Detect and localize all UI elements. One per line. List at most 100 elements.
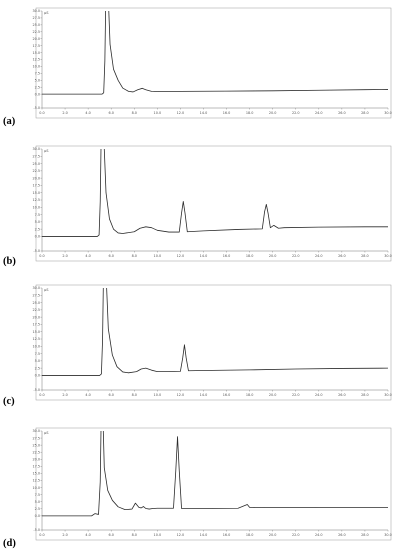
y-tick-label: 25.0 <box>32 162 40 166</box>
x-tick-label: 2.0 <box>62 111 67 115</box>
x-tick-label: 0.0 <box>39 533 44 537</box>
y-tick-label: 5.0 <box>35 359 40 363</box>
x-tick-label: 12.0 <box>177 111 185 115</box>
x-tick-label: 22.0 <box>292 393 300 397</box>
plot-frame <box>35 427 392 541</box>
x-tick-label: 22.0 <box>292 111 300 115</box>
panel-label: (d) <box>3 538 16 549</box>
x-tick-label: 16.0 <box>223 254 231 258</box>
x-tick-label: 20.0 <box>269 254 277 258</box>
chart-panel: µS-5.00.02.55.07.510.012.515.017.520.022… <box>3 145 392 267</box>
x-tick-label: 28.0 <box>361 111 369 115</box>
y-tick-label: 15.0 <box>32 472 40 476</box>
x-tick-label: 2.0 <box>62 254 67 258</box>
x-tick-label: 12.0 <box>177 533 185 537</box>
x-tick-label: 10.0 <box>154 533 162 537</box>
y-tick-label: 10.0 <box>32 65 40 69</box>
x-tick-label: 14.0 <box>200 533 208 537</box>
x-tick-label: 0.0 <box>39 111 44 115</box>
y-tick-label: 15.0 <box>32 191 40 195</box>
x-tick-label: 4.0 <box>85 393 90 397</box>
x-tick-label: 30.0 <box>384 393 392 397</box>
x-tick-label: 12.0 <box>177 254 185 258</box>
y-tick-label: 20.0 <box>32 37 40 41</box>
y-tick-label: 0.0 <box>35 374 40 378</box>
y-tick-label: 2.5 <box>35 366 40 370</box>
x-tick-label: 4.0 <box>85 111 90 115</box>
y-tick-label: 0.0 <box>35 92 40 96</box>
y-tick-label: 15.0 <box>32 330 40 334</box>
y-tick-label: 7.5 <box>35 213 40 217</box>
x-tick-label: 6.0 <box>108 111 113 115</box>
y-tick-label: 17.5 <box>32 44 40 48</box>
y-tick-label: 27.5 <box>32 436 40 440</box>
x-tick-label: 26.0 <box>338 393 346 397</box>
y-unit-label: µS <box>44 149 49 153</box>
y-tick-label: 5.0 <box>35 220 40 224</box>
y-unit-label: µS <box>44 11 49 15</box>
y-tick-label: 7.5 <box>35 72 40 76</box>
chart-panel: µS-5.00.02.55.07.510.012.515.017.520.022… <box>3 284 392 407</box>
y-tick-label: 22.5 <box>32 30 40 34</box>
y-tick-label: 10.0 <box>32 486 40 490</box>
x-tick-label: 10.0 <box>154 254 162 258</box>
y-tick-label: 7.5 <box>35 493 40 497</box>
panel-label: (b) <box>3 256 16 267</box>
x-tick-label: 28.0 <box>361 254 369 258</box>
y-tick-label: 7.5 <box>35 352 40 356</box>
chromatogram-trace <box>42 149 388 237</box>
x-tick-label: 22.0 <box>292 254 300 258</box>
x-tick-label: 20.0 <box>269 393 277 397</box>
x-tick-label: 10.0 <box>154 393 162 397</box>
x-tick-label: 14.0 <box>200 254 208 258</box>
y-tick-label: 27.5 <box>32 293 40 297</box>
x-tick-label: 4.0 <box>85 254 90 258</box>
x-tick-label: 24.0 <box>315 533 323 537</box>
x-tick-label: 18.0 <box>246 254 254 258</box>
y-tick-label: 12.5 <box>32 337 40 341</box>
chromatogram-trace <box>42 288 388 376</box>
x-tick-label: 28.0 <box>361 533 369 537</box>
y-tick-label: 27.5 <box>32 16 40 20</box>
x-tick-label: 18.0 <box>246 393 254 397</box>
y-tick-label: 2.5 <box>35 227 40 231</box>
x-tick-label: 2.0 <box>62 533 67 537</box>
y-tick-label: 22.5 <box>32 450 40 454</box>
x-tick-label: 16.0 <box>223 111 231 115</box>
x-tick-label: 6.0 <box>108 254 113 258</box>
x-tick-label: 8.0 <box>132 254 137 258</box>
x-tick-label: 20.0 <box>269 111 277 115</box>
x-tick-label: 8.0 <box>132 111 137 115</box>
x-tick-label: 30.0 <box>384 254 392 258</box>
x-tick-label: 2.0 <box>62 393 67 397</box>
y-tick-label: 30.0 <box>32 286 40 290</box>
x-tick-label: 4.0 <box>85 533 90 537</box>
x-tick-label: 14.0 <box>200 111 208 115</box>
y-tick-label: -5.0 <box>33 249 40 253</box>
y-tick-label: 5.0 <box>35 500 40 504</box>
x-tick-label: 6.0 <box>108 393 113 397</box>
x-tick-label: 20.0 <box>269 533 277 537</box>
panel-label: (a) <box>3 116 16 127</box>
y-tick-label: 2.5 <box>35 85 40 89</box>
y-tick-label: -5.0 <box>33 388 40 392</box>
x-tick-label: 18.0 <box>246 533 254 537</box>
y-tick-label: 12.5 <box>32 198 40 202</box>
x-tick-label: 22.0 <box>292 533 300 537</box>
x-tick-label: 24.0 <box>315 111 323 115</box>
y-tick-label: 30.0 <box>32 147 40 151</box>
x-tick-label: 26.0 <box>338 533 346 537</box>
x-tick-label: 14.0 <box>200 393 208 397</box>
x-tick-label: 0.0 <box>39 254 44 258</box>
y-tick-label: 17.5 <box>32 323 40 327</box>
x-tick-label: 24.0 <box>315 254 323 258</box>
y-tick-label: 10.0 <box>32 205 40 209</box>
y-tick-label: 12.5 <box>32 479 40 483</box>
y-unit-label: µS <box>44 431 49 435</box>
y-tick-label: 12.5 <box>32 58 40 62</box>
y-tick-label: 25.0 <box>32 443 40 447</box>
y-tick-label: 0.0 <box>35 514 40 518</box>
plot-frame <box>35 7 392 119</box>
y-tick-label: 17.5 <box>32 465 40 469</box>
